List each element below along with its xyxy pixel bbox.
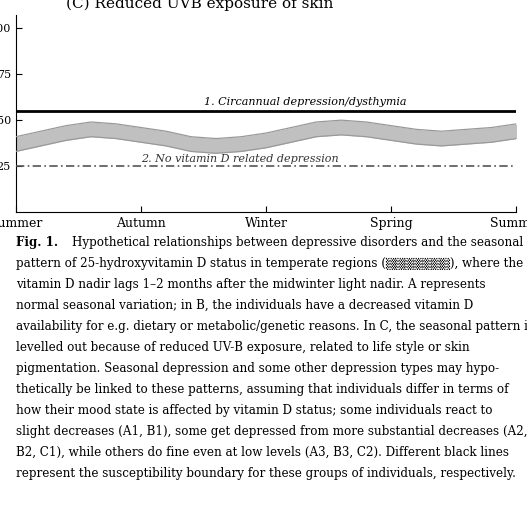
Text: pigmentation. Seasonal depression and some other depression types may hypo-: pigmentation. Seasonal depression and so… (16, 362, 499, 375)
Text: availability for e.g. dietary or metabolic/genetic reasons. In C, the seasonal p: availability for e.g. dietary or metabol… (16, 320, 527, 333)
Text: vitamin D nadir lags 1–2 months after the midwinter light nadir. A represents: vitamin D nadir lags 1–2 months after th… (16, 278, 485, 291)
Text: thetically be linked to these patterns, assuming that individuals differ in term: thetically be linked to these patterns, … (16, 383, 509, 396)
Text: 2. No vitamin D related depression: 2. No vitamin D related depression (141, 154, 338, 164)
Text: slight decreases (A1, B1), some get depressed from more substantial decreases (A: slight decreases (A1, B1), some get depr… (16, 425, 527, 438)
Text: Fig. 1.: Fig. 1. (16, 236, 58, 249)
Text: 1. Circannual depression/dysthymia: 1. Circannual depression/dysthymia (203, 97, 406, 107)
Text: B2, C1), while others do fine even at low levels (A3, B3, C2). Different black l: B2, C1), while others do fine even at lo… (16, 446, 509, 459)
Text: how their mood state is affected by vitamin D status; some individuals react to: how their mood state is affected by vita… (16, 404, 492, 417)
Text: pattern of 25-hydroxyvitamin D status in temperate regions (▒▒▒▒▒▒▒), where the: pattern of 25-hydroxyvitamin D status in… (16, 258, 523, 270)
Text: Hypothetical relationships between depressive disorders and the seasonal: Hypothetical relationships between depre… (72, 236, 523, 249)
Text: levelled out because of reduced UV-B exposure, related to life style or skin: levelled out because of reduced UV-B exp… (16, 341, 470, 354)
Text: represent the susceptibility boundary for these groups of individuals, respectiv: represent the susceptibility boundary fo… (16, 467, 516, 480)
Text: (C) Reduced UVB exposure of skin: (C) Reduced UVB exposure of skin (66, 0, 333, 11)
Text: normal seasonal variation; in B, the individuals have a decreased vitamin D: normal seasonal variation; in B, the ind… (16, 299, 473, 312)
